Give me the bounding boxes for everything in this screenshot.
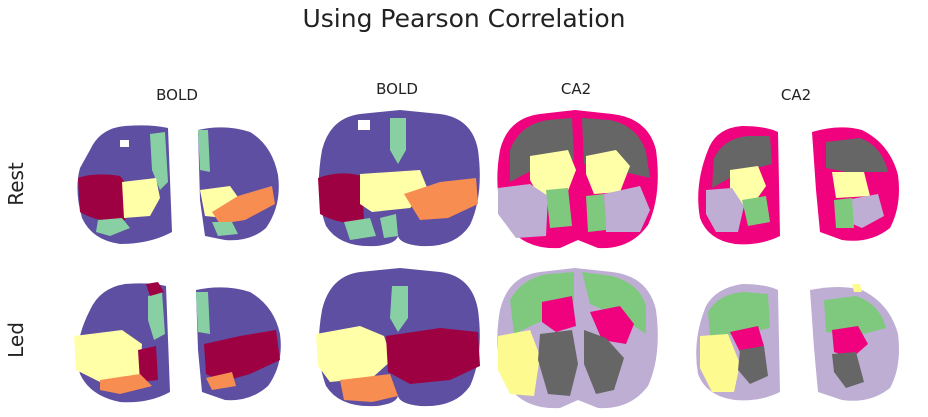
brain-map-rest-ca2-1 <box>497 110 658 249</box>
left-hemisphere <box>698 126 780 245</box>
right-hemisphere <box>196 287 281 401</box>
column-label-4: CA2 <box>780 86 812 104</box>
right-hemisphere <box>198 127 279 241</box>
brain-map-rest-bold-1 <box>77 125 279 244</box>
brain-map-led-bold-1 <box>74 282 281 403</box>
column-label-2: BOLD <box>376 80 418 98</box>
brain-map-rest-ca2-2 <box>698 126 899 245</box>
brain-map-led-bold-2 <box>316 268 480 407</box>
brain-map-led-ca2-2 <box>696 284 899 401</box>
left-hemisphere <box>77 125 172 244</box>
brain-map-led-ca2-1 <box>497 268 658 409</box>
left-hemisphere <box>696 284 780 401</box>
column-label-1: BOLD <box>156 86 198 104</box>
right-hemisphere <box>812 127 899 241</box>
column-label-3: CA2 <box>560 80 592 98</box>
right-hemisphere <box>810 284 899 401</box>
brain-map-rest-bold-2 <box>318 110 480 247</box>
figure-title: Using Pearson Correlation <box>302 4 626 33</box>
left-hemisphere <box>74 282 170 403</box>
